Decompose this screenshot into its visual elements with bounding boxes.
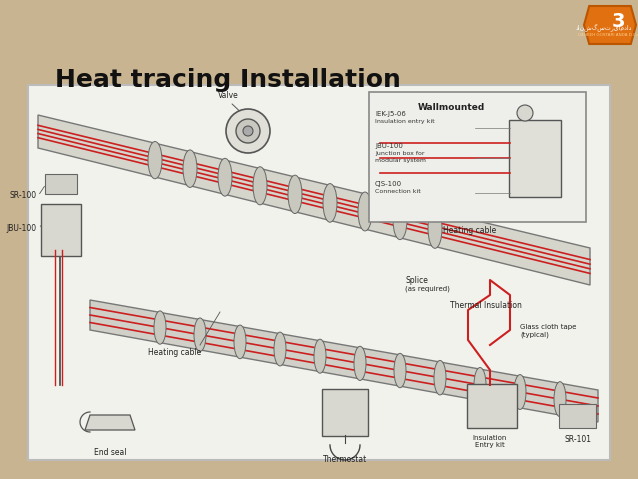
FancyBboxPatch shape [322, 389, 368, 436]
Ellipse shape [354, 346, 366, 380]
FancyBboxPatch shape [467, 384, 517, 428]
Ellipse shape [474, 367, 486, 402]
Ellipse shape [434, 360, 446, 395]
Text: دانشگستریامداد: دانشگستریامداد [576, 23, 632, 31]
Polygon shape [90, 300, 598, 422]
FancyBboxPatch shape [28, 85, 610, 460]
FancyBboxPatch shape [369, 92, 586, 222]
Ellipse shape [218, 159, 232, 196]
Ellipse shape [148, 141, 162, 179]
Text: JBU-100: JBU-100 [375, 143, 403, 149]
Text: IEK-J5-06: IEK-J5-06 [375, 111, 406, 117]
Text: modular system: modular system [375, 158, 426, 163]
Polygon shape [38, 115, 590, 285]
Ellipse shape [314, 339, 326, 373]
Text: Connection kit: Connection kit [375, 189, 420, 194]
Ellipse shape [554, 382, 566, 417]
Text: Heat tracing Installation: Heat tracing Installation [55, 68, 401, 92]
Ellipse shape [274, 332, 286, 366]
Polygon shape [584, 6, 636, 44]
Text: Thermostat: Thermostat [323, 455, 367, 464]
Ellipse shape [428, 209, 442, 248]
Ellipse shape [323, 183, 337, 222]
Text: (as required): (as required) [405, 285, 450, 292]
FancyBboxPatch shape [509, 120, 561, 197]
Text: Insulation: Insulation [473, 435, 507, 441]
Text: Entry kit: Entry kit [475, 442, 505, 448]
Ellipse shape [394, 354, 406, 388]
Text: CJS-100: CJS-100 [375, 181, 402, 187]
Circle shape [517, 105, 533, 121]
Text: SR-101: SR-101 [565, 435, 591, 444]
Polygon shape [85, 415, 135, 430]
Text: Heating cable: Heating cable [443, 226, 496, 235]
FancyBboxPatch shape [41, 204, 81, 256]
Ellipse shape [514, 375, 526, 410]
Ellipse shape [183, 150, 197, 187]
Ellipse shape [253, 167, 267, 205]
Circle shape [236, 119, 260, 143]
FancyBboxPatch shape [559, 404, 596, 428]
Ellipse shape [288, 175, 302, 214]
Ellipse shape [154, 311, 166, 344]
Text: Insulation entry kit: Insulation entry kit [375, 119, 434, 124]
Text: 3: 3 [611, 11, 625, 31]
Ellipse shape [194, 318, 206, 352]
Text: Thermal Insulation: Thermal Insulation [450, 301, 522, 310]
Text: JBU-100: JBU-100 [7, 224, 37, 232]
Text: Valve: Valve [218, 91, 239, 100]
Text: Splice: Splice [405, 276, 428, 285]
Text: Glass cloth tape: Glass cloth tape [520, 324, 576, 330]
Ellipse shape [234, 325, 246, 359]
Ellipse shape [358, 192, 372, 231]
Circle shape [243, 126, 253, 136]
Text: SR-100: SR-100 [10, 191, 37, 199]
Circle shape [226, 109, 270, 153]
Text: DAHEEH GOSTARI ANDA D.Co: DAHEEH GOSTARI ANDA D.Co [578, 33, 638, 37]
Text: Junction box for: Junction box for [375, 151, 424, 156]
Ellipse shape [393, 200, 407, 240]
Text: Heating cable: Heating cable [149, 348, 202, 357]
FancyBboxPatch shape [45, 174, 77, 194]
Text: End seal: End seal [94, 448, 126, 457]
Text: (typical): (typical) [520, 331, 549, 338]
Text: Wallmounted: Wallmounted [418, 103, 486, 112]
